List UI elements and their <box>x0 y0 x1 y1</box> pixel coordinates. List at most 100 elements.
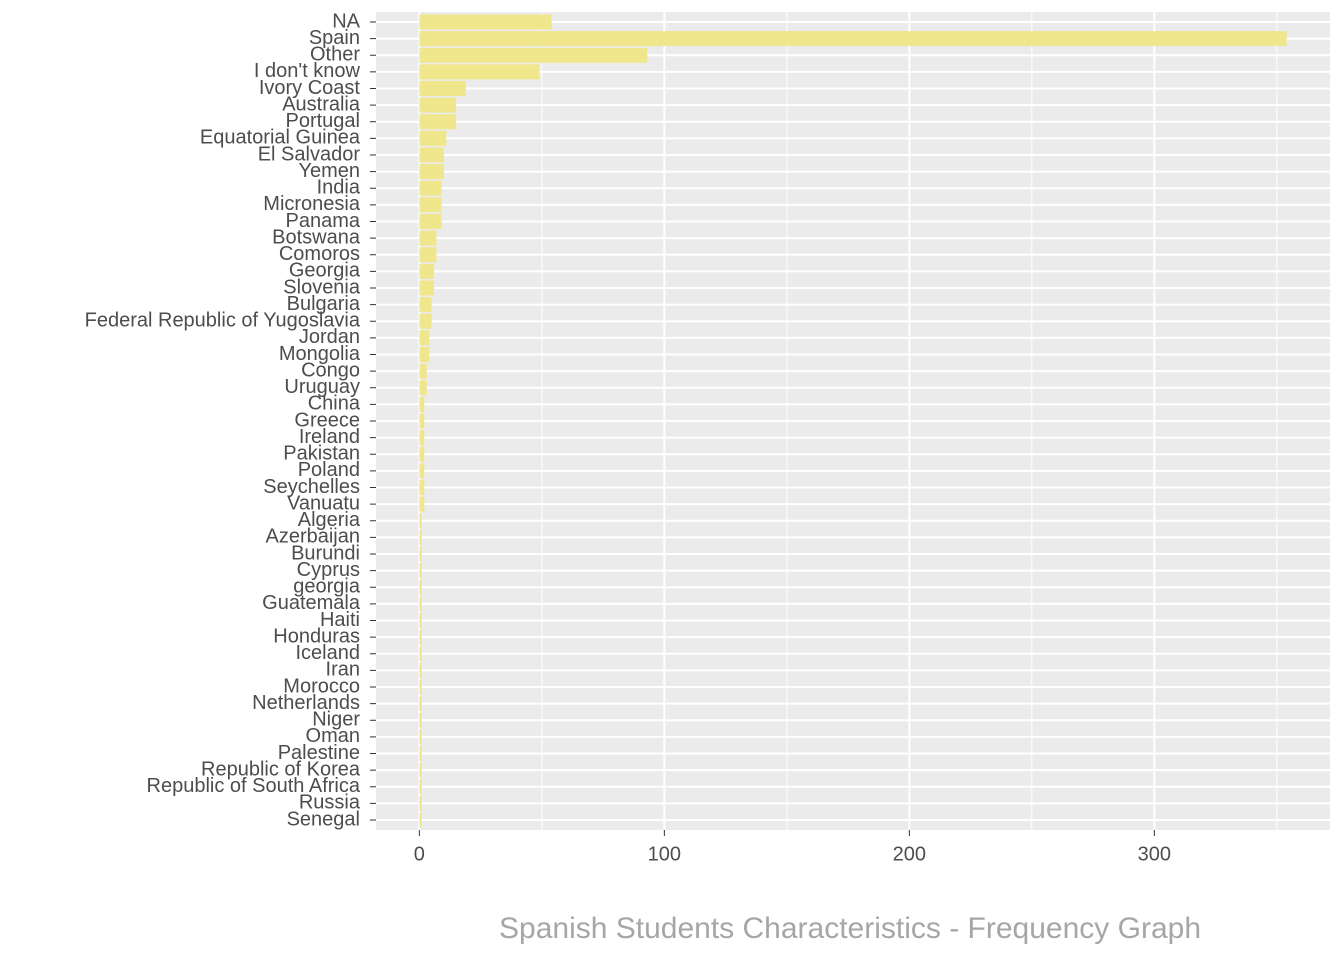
y-tick-label: Comoros <box>279 243 360 265</box>
bar <box>419 380 427 396</box>
y-tick-label: Iran <box>326 659 360 681</box>
y-tick-label: Ireland <box>299 426 360 448</box>
y-tick-label: Georgia <box>289 260 361 282</box>
y-tick-label: India <box>317 177 361 199</box>
bar <box>419 114 457 130</box>
bar <box>419 463 425 479</box>
y-tick-label: Uruguay <box>284 376 360 398</box>
y-tick-label: Equatorial Guinea <box>200 127 361 149</box>
y-tick-label: Russia <box>299 792 361 814</box>
bar <box>419 31 1287 47</box>
y-tick-label: I don't know <box>254 60 361 82</box>
bar <box>419 297 432 313</box>
y-tick-label: Cyprus <box>297 559 360 581</box>
bar <box>419 779 422 795</box>
bar <box>419 430 425 446</box>
bar <box>419 529 422 545</box>
x-tick-label: 100 <box>648 843 681 865</box>
bar <box>419 47 648 63</box>
bar <box>419 746 422 762</box>
y-tick-label: El Salvador <box>258 143 361 165</box>
bar <box>419 795 422 811</box>
bar <box>419 14 552 30</box>
y-tick-label: Federal Republic of Yugoslavia <box>85 310 361 332</box>
bar <box>419 214 442 229</box>
x-tick-label: 0 <box>414 843 425 865</box>
chart-title: Spanish Students Characteristics - Frequ… <box>499 912 1201 945</box>
x-tick-label: 200 <box>893 843 926 865</box>
y-tick-label: Netherlands <box>252 692 360 714</box>
bar <box>419 313 432 329</box>
bar <box>419 80 466 96</box>
bar <box>419 197 442 213</box>
y-tick-label: georgia <box>293 576 361 598</box>
bar <box>419 147 444 163</box>
bar <box>419 646 422 662</box>
y-tick-label: Greece <box>294 409 360 431</box>
y-tick-label: Vanuatu <box>287 492 360 514</box>
y-tick-label: Oman <box>306 725 360 747</box>
y-tick-label: NA <box>332 10 360 32</box>
y-tick-label: Seychelles <box>263 476 360 498</box>
bar <box>419 762 422 778</box>
y-tick-label: Mongolia <box>279 343 361 365</box>
bar <box>419 164 444 180</box>
y-tick-label: Azerbaijan <box>265 526 360 548</box>
bar <box>419 662 422 678</box>
bar <box>419 596 422 612</box>
bar <box>419 729 422 745</box>
y-tick-label: Bulgaria <box>287 293 361 315</box>
y-tick-label: Spain <box>309 27 360 49</box>
y-tick-label: Pakistan <box>283 443 360 465</box>
y-tick-label: Iceland <box>296 642 361 664</box>
bar <box>419 579 422 595</box>
bar <box>419 546 422 562</box>
y-tick-label: Congo <box>301 359 360 381</box>
bar <box>419 396 425 412</box>
bar <box>419 97 457 113</box>
bar <box>419 629 422 645</box>
y-tick-label: Panama <box>286 210 361 232</box>
bar <box>419 180 442 196</box>
y-tick-label: Micronesia <box>263 193 361 215</box>
y-tick-label: Other <box>310 44 360 66</box>
y-tick-label: Slovenia <box>283 276 361 298</box>
bar <box>419 64 540 80</box>
y-tick-label: Guatemala <box>262 592 361 614</box>
bar <box>419 130 447 146</box>
y-tick-label: Botswana <box>272 226 361 248</box>
y-tick-label: Republic of Korea <box>201 758 361 780</box>
bar <box>419 230 437 246</box>
x-tick-label: 300 <box>1138 843 1171 865</box>
bar <box>419 347 430 362</box>
y-tick-label: Ivory Coast <box>259 77 361 99</box>
y-tick-label: Niger <box>312 709 360 731</box>
y-tick-label: Honduras <box>273 625 360 647</box>
bar <box>419 563 422 579</box>
y-tick-label: Senegal <box>287 808 360 830</box>
y-tick-label: Republic of South Africa <box>147 775 361 797</box>
bar <box>419 280 435 296</box>
bar <box>419 679 422 695</box>
bar <box>419 446 425 462</box>
y-tick-label: China <box>308 393 361 415</box>
y-tick-label: Poland <box>298 459 360 481</box>
y-tick-label: Algeria <box>298 509 361 531</box>
bar <box>419 247 437 263</box>
y-tick-label: Jordan <box>299 326 360 348</box>
y-tick-label: Burundi <box>291 542 360 564</box>
y-tick-label: Morocco <box>283 675 360 697</box>
y-tick-label: Australia <box>282 93 361 115</box>
bar <box>419 413 425 429</box>
bar <box>419 812 422 828</box>
bar <box>419 613 422 628</box>
bar <box>419 513 422 529</box>
bar <box>419 363 427 379</box>
bar <box>419 712 422 728</box>
y-tick-label: Haiti <box>320 609 360 631</box>
y-tick-label: Portugal <box>286 110 361 132</box>
bar <box>419 330 430 346</box>
y-tick-label: Yemen <box>298 160 360 182</box>
bar <box>419 263 435 279</box>
